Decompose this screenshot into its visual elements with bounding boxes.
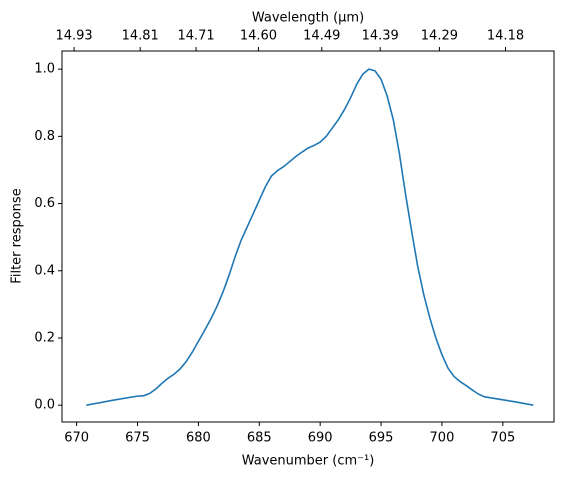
y-tick-label: 0.2 — [34, 330, 55, 345]
x-tick-label: 695 — [369, 431, 394, 446]
x-tick-label: 670 — [64, 431, 89, 446]
x2-axis-label: Wavelength (μm) — [252, 11, 364, 26]
data-line — [86, 68, 534, 406]
y-tick-label: 0.8 — [34, 129, 55, 144]
y-tick-label: 1.0 — [34, 62, 55, 77]
x2-tick-label: 14.81 — [122, 29, 159, 44]
x2-tick-label: 14.60 — [240, 29, 277, 44]
y-tick-label: 0.0 — [34, 398, 55, 413]
x2-tick-label: 14.93 — [55, 29, 92, 44]
x-tick-label: 680 — [186, 431, 211, 446]
x-axis-label: Wavenumber (cm⁻¹) — [242, 454, 375, 469]
x-tick-label: 705 — [490, 431, 515, 446]
x2-tick-label: 14.18 — [487, 29, 524, 44]
x-tick-label: 675 — [125, 431, 150, 446]
x-tick-label: 700 — [430, 431, 455, 446]
x2-tick-label: 14.49 — [303, 29, 340, 44]
y-tick-label: 0.6 — [34, 196, 55, 211]
x2-tick-label: 14.29 — [421, 29, 458, 44]
y-axis-label: Filter response — [10, 188, 25, 283]
x2-tick-label: 14.39 — [362, 29, 399, 44]
x-tick-label: 685 — [247, 431, 272, 446]
plot-frame — [61, 50, 555, 423]
x-tick-label: 690 — [308, 431, 333, 446]
x2-tick-label: 14.71 — [177, 29, 214, 44]
y-tick-label: 0.4 — [34, 263, 55, 278]
